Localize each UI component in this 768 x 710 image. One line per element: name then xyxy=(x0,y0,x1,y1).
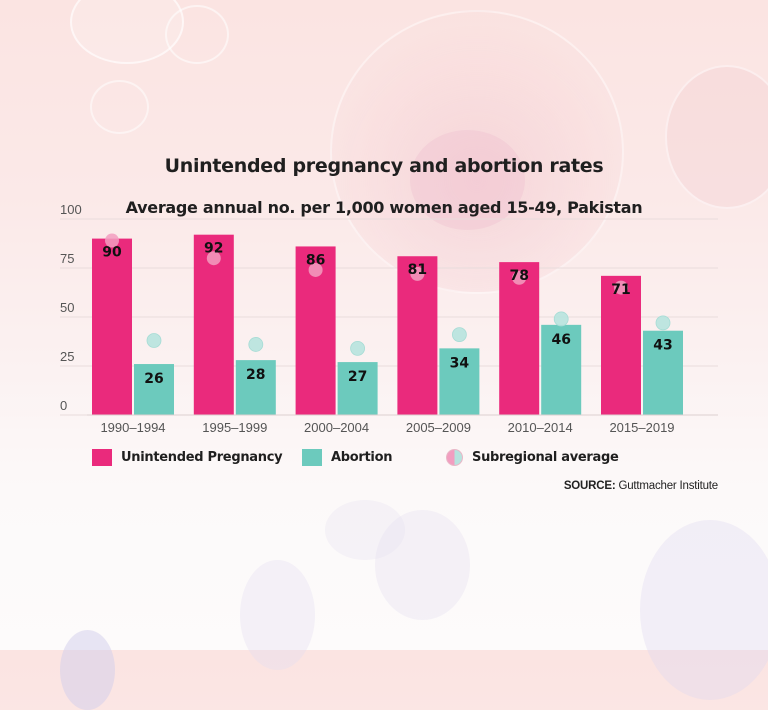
teal-square-icon xyxy=(302,449,322,466)
data-label-abortion: 43 xyxy=(653,338,672,354)
data-label-unintended-pregnancy: 90 xyxy=(102,245,122,261)
bar-abortion xyxy=(643,330,683,415)
bar-abortion xyxy=(134,364,174,415)
bar-abortion xyxy=(541,324,582,415)
y-tick-label: 25 xyxy=(60,349,74,364)
y-tick-label: 100 xyxy=(60,202,82,217)
marker-subregional-pregnancy xyxy=(105,233,119,248)
chart-title: Unintended pregnancy and abortion rates xyxy=(164,155,604,177)
marker-subregional-pregnancy xyxy=(512,270,527,285)
legend-item-subregional-average: Subregional average xyxy=(446,449,619,466)
data-label-abortion: 26 xyxy=(144,371,163,387)
marker-subregional-abortion xyxy=(146,333,162,348)
x-tick-label: 2010–2014 xyxy=(508,420,573,435)
bar-unintended-pregnancy xyxy=(397,256,438,415)
y-tick-label: 0 xyxy=(60,398,67,413)
data-label-abortion: 28 xyxy=(246,367,265,383)
data-label-abortion: 27 xyxy=(348,369,367,385)
data-label-unintended-pregnancy: 92 xyxy=(204,241,223,257)
bar-unintended-pregnancy xyxy=(601,275,641,415)
legend-label: Subregional average xyxy=(472,450,619,465)
chart-subtitle: Average annual no. per 1,000 women aged … xyxy=(125,198,643,217)
legend-item-abortion: Abortion xyxy=(302,449,392,466)
x-tick-label: 1995–1999 xyxy=(202,420,267,435)
data-label-unintended-pregnancy: 71 xyxy=(611,282,630,298)
marker-subregional-abortion xyxy=(655,315,671,331)
source-note: SOURCE: Guttmacher Institute xyxy=(564,480,718,492)
bar-abortion xyxy=(337,362,378,415)
bar-unintended-pregnancy xyxy=(92,238,132,415)
data-label-abortion: 34 xyxy=(450,355,470,371)
marker-subregional-abortion xyxy=(350,340,366,356)
marker-subregional-abortion xyxy=(553,311,569,327)
marker-subregional-pregnancy xyxy=(206,251,221,266)
source-text: Guttmacher Institute xyxy=(618,480,718,492)
legend-label: Unintended Pregnancy xyxy=(121,450,283,465)
x-tick-label: 2000–2004 xyxy=(304,420,369,435)
x-tick-label: 1990–1994 xyxy=(100,420,165,435)
legend-item-unintended-pregnancy: Unintended Pregnancy xyxy=(92,449,283,466)
y-tick-label: 75 xyxy=(60,251,74,266)
data-label-unintended-pregnancy: 86 xyxy=(306,252,325,268)
marker-subregional-abortion xyxy=(248,337,264,352)
half-circle-icon xyxy=(446,449,463,466)
bar-abortion xyxy=(235,360,276,415)
data-label-unintended-pregnancy: 78 xyxy=(509,268,528,284)
marker-subregional-pregnancy xyxy=(410,266,425,281)
marker-subregional-abortion xyxy=(451,327,467,343)
pink-square-icon xyxy=(92,449,112,466)
source-label: SOURCE: xyxy=(563,480,616,492)
bar-unintended-pregnancy xyxy=(499,262,540,415)
data-label-abortion: 46 xyxy=(551,332,570,348)
y-tick-label: 50 xyxy=(60,300,74,315)
marker-subregional-pregnancy xyxy=(614,280,628,295)
data-label-unintended-pregnancy: 81 xyxy=(408,262,427,278)
bar-abortion xyxy=(439,348,480,415)
bar-chart: 0 25 50 75 100 90 26 1990–1994 92 28 1995–1999 86 27… xyxy=(60,202,718,435)
x-tick-label: 2005–2009 xyxy=(406,420,471,435)
marker-subregional-pregnancy xyxy=(308,262,323,277)
x-tick-label: 2015–2019 xyxy=(609,420,674,435)
legend-label: Abortion xyxy=(331,450,393,465)
